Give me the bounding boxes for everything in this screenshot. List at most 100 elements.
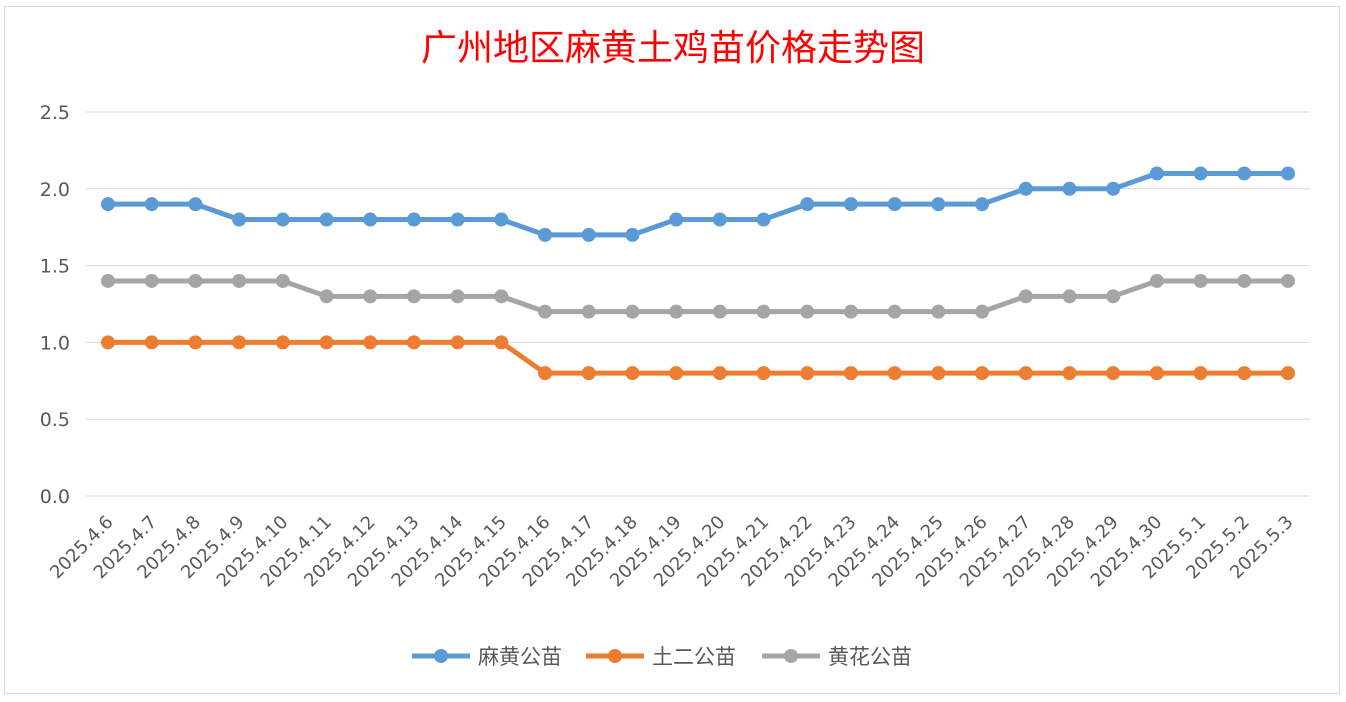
y-tick-label: 2.0 xyxy=(40,179,70,201)
x-axis-ticks: 2025.4.62025.4.72025.4.82025.4.92025.4.1… xyxy=(46,512,1298,592)
legend-swatch-marker xyxy=(784,649,798,663)
data-point xyxy=(1149,166,1164,181)
data-point xyxy=(931,366,946,381)
series-2 xyxy=(101,335,1295,381)
legend-label: 麻黄公苗 xyxy=(478,645,562,669)
legend-swatch-marker xyxy=(608,649,622,663)
data-point xyxy=(669,304,684,319)
data-point xyxy=(1237,273,1252,288)
data-point xyxy=(800,366,815,381)
data-point xyxy=(450,212,465,227)
data-point xyxy=(931,304,946,319)
data-point xyxy=(581,366,596,381)
data-point xyxy=(188,335,203,350)
data-point xyxy=(887,304,902,319)
data-point xyxy=(450,335,465,350)
chart-title: 广州地区麻黄土鸡苗价格走势图 xyxy=(421,28,925,69)
data-point xyxy=(581,227,596,242)
data-point xyxy=(756,304,771,319)
data-point xyxy=(581,304,596,319)
data-point xyxy=(101,273,115,288)
legend-label: 黄花公苗 xyxy=(828,645,912,669)
data-point xyxy=(1149,366,1164,381)
gridlines xyxy=(86,111,1310,497)
data-point xyxy=(538,304,553,319)
legend-item: 麻黄公苗 xyxy=(412,645,562,669)
data-point xyxy=(1193,366,1208,381)
y-tick-label: 1.0 xyxy=(40,332,70,354)
legend-label: 土二公苗 xyxy=(652,645,736,669)
data-point xyxy=(144,335,159,350)
data-point xyxy=(1018,181,1033,196)
data-point xyxy=(406,212,421,227)
data-point xyxy=(712,304,727,319)
data-point xyxy=(144,197,159,212)
data-point xyxy=(1193,166,1208,181)
data-point xyxy=(625,304,640,319)
data-point xyxy=(1193,273,1208,288)
data-point xyxy=(843,304,858,319)
data-point xyxy=(843,197,858,212)
data-point xyxy=(975,197,990,212)
data-point xyxy=(188,197,203,212)
data-point xyxy=(538,366,553,381)
data-point xyxy=(275,273,290,288)
data-point xyxy=(669,366,684,381)
y-tick-label: 0.0 xyxy=(40,486,70,508)
data-point xyxy=(975,304,990,319)
data-point xyxy=(1106,289,1121,304)
data-point xyxy=(188,273,203,288)
data-point xyxy=(275,212,290,227)
data-point xyxy=(406,335,421,350)
data-point xyxy=(1062,366,1077,381)
data-point xyxy=(232,212,247,227)
data-point xyxy=(1237,366,1252,381)
data-point xyxy=(319,335,334,350)
data-point xyxy=(1106,181,1121,196)
data-point xyxy=(363,335,378,350)
chart-frame xyxy=(4,6,1340,694)
data-point xyxy=(363,289,378,304)
data-point xyxy=(756,366,771,381)
data-point xyxy=(494,289,509,304)
series-line xyxy=(105,339,1291,376)
series-line xyxy=(105,170,1291,238)
data-point xyxy=(887,197,902,212)
data-point xyxy=(843,366,858,381)
data-point xyxy=(1149,273,1164,288)
data-point xyxy=(931,197,946,212)
series-1 xyxy=(101,166,1295,242)
y-axis-ticks: 0.0 0.5 1.0 1.5 2.0 2.5 xyxy=(40,102,70,508)
data-point xyxy=(232,335,247,350)
series-line xyxy=(105,278,1291,315)
series-3 xyxy=(101,273,1295,319)
legend: 麻黄公苗 土二公苗 黄花公苗 xyxy=(412,645,912,669)
data-point xyxy=(1106,366,1121,381)
data-point xyxy=(538,227,553,242)
data-point xyxy=(275,335,290,350)
data-point xyxy=(1281,273,1295,288)
data-point xyxy=(975,366,990,381)
data-point xyxy=(669,212,684,227)
data-point xyxy=(494,335,509,350)
data-point xyxy=(625,366,640,381)
data-point xyxy=(494,212,509,227)
y-tick-label: 2.5 xyxy=(40,102,70,124)
data-point xyxy=(101,197,115,212)
data-point xyxy=(1281,366,1295,381)
data-point xyxy=(144,273,159,288)
data-point xyxy=(1062,181,1077,196)
data-point xyxy=(712,366,727,381)
data-point xyxy=(406,289,421,304)
data-point xyxy=(363,212,378,227)
data-point xyxy=(625,227,640,242)
data-point xyxy=(887,366,902,381)
data-point xyxy=(319,212,334,227)
data-point xyxy=(756,212,771,227)
data-point xyxy=(712,212,727,227)
data-point xyxy=(1062,289,1077,304)
legend-swatch-marker xyxy=(434,649,448,663)
data-point xyxy=(101,335,115,350)
y-tick-label: 0.5 xyxy=(40,409,70,431)
